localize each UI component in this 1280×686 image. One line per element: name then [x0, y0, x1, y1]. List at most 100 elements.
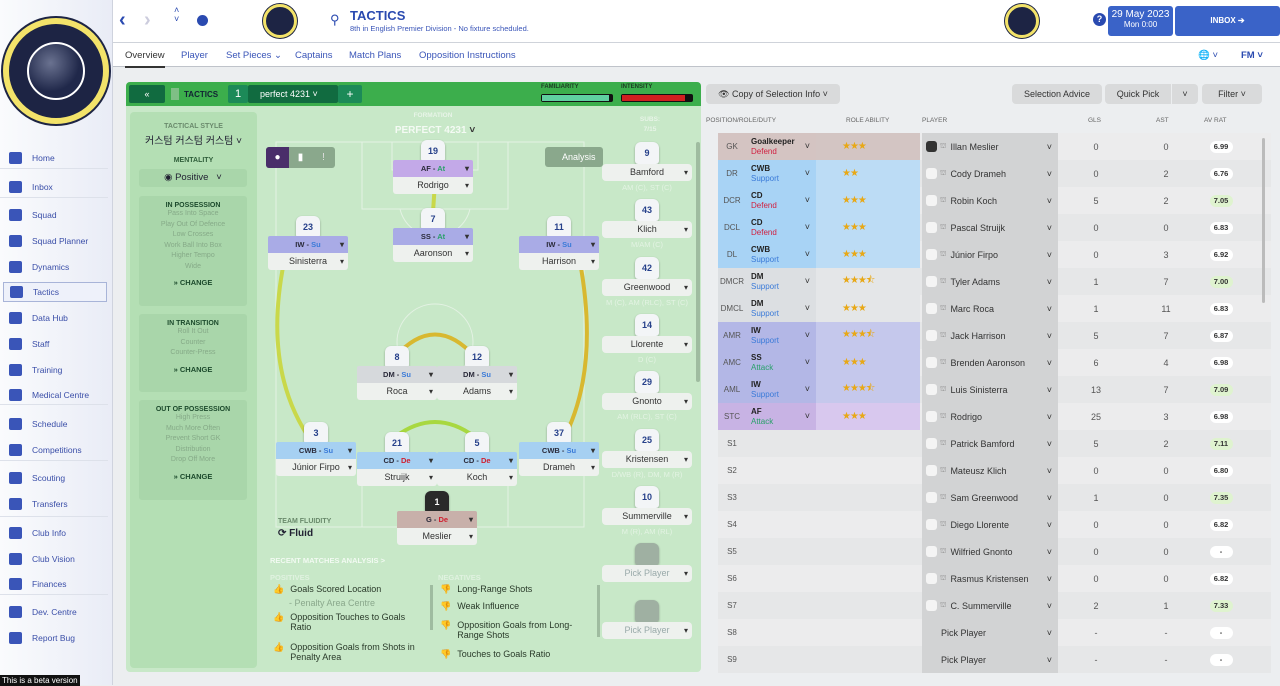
- role-duty-select[interactable]: CWB - Su: [519, 442, 599, 459]
- sidebar-item-medical-centre[interactable]: Medical Centre: [3, 385, 107, 405]
- back-icon[interactable]: ‹: [119, 9, 126, 31]
- tab-match-plans[interactable]: Match Plans: [349, 50, 402, 61]
- date-button[interactable]: 29 May 2023 Mon 0:00: [1108, 6, 1173, 36]
- recent-matches-analysis-link[interactable]: RECENT MATCHES ANALYSIS >: [270, 556, 385, 565]
- player-select[interactable]: ⛫ Tyler Adams ˅: [922, 268, 1058, 295]
- tab-opposition-instructions[interactable]: Opposition Instructions: [419, 50, 516, 61]
- player-select[interactable]: Roca: [357, 383, 437, 400]
- sidebar-item-schedule[interactable]: Schedule: [3, 414, 107, 434]
- player-select[interactable]: ⛫ Jack Harrison ˅: [922, 322, 1058, 349]
- sub-player-select[interactable]: Llorente: [602, 335, 692, 353]
- club-logo[interactable]: [3, 18, 109, 124]
- role-duty-select[interactable]: IW - Su: [519, 236, 599, 253]
- sub-slot[interactable]: Pick Player: [602, 543, 692, 593]
- player-select[interactable]: ⛫ Wilfried Gnonto ˅: [922, 538, 1058, 565]
- tab-captains[interactable]: Captains: [295, 50, 333, 61]
- filter-button[interactable]: Filter ˅: [1202, 84, 1262, 104]
- tactic-selector[interactable]: perfect 4231 ˅: [248, 85, 338, 103]
- player-select[interactable]: ⛫ Luis Sinisterra ˅: [922, 376, 1058, 403]
- add-tactic-button[interactable]: +: [338, 85, 362, 103]
- player-select[interactable]: Pick Player ˅: [922, 619, 1058, 646]
- sub-player-select[interactable]: Summerville: [602, 507, 692, 525]
- inbox-button[interactable]: INBOX ➔: [1175, 6, 1280, 36]
- player-select[interactable]: Pick Player ˅: [922, 646, 1058, 673]
- role-duty-select[interactable]: SS Attack ˅: [746, 349, 816, 376]
- alert-icon[interactable]: !: [322, 152, 325, 163]
- role-duty-select[interactable]: CD Defend ˅: [746, 187, 816, 214]
- sidebar-item-staff[interactable]: Staff: [3, 334, 107, 354]
- dropdown-icon[interactable]: [197, 15, 208, 26]
- sub-slot[interactable]: 43 Klich M/AM (C): [602, 199, 692, 249]
- player-select[interactable]: Rodrigo: [393, 177, 473, 194]
- analysis-button[interactable]: Analysis: [545, 147, 603, 167]
- sidebar-item-dev-centre[interactable]: Dev. Centre: [3, 602, 107, 622]
- role-duty-select[interactable]: AF - At: [393, 160, 473, 177]
- player-select[interactable]: Aaronson: [393, 245, 473, 262]
- quick-pick-button[interactable]: Quick Pick: [1105, 84, 1171, 104]
- role-duty-select[interactable]: CWB - Su: [276, 442, 356, 459]
- tab-set-pieces[interactable]: Set Pieces ⌄: [226, 50, 283, 61]
- sidebar-item-tactics[interactable]: Tactics: [3, 282, 107, 302]
- player-select[interactable]: ⛫ Illan Meslier ˅: [922, 133, 1058, 160]
- sidebar-item-finances[interactable]: Finances: [3, 574, 107, 594]
- player-select[interactable]: ⛫ Júnior Firpo ˅: [922, 241, 1058, 268]
- selection-advice-button[interactable]: Selection Advice: [1012, 84, 1102, 104]
- player-select[interactable]: Adams: [437, 383, 517, 400]
- sidebar-item-competitions[interactable]: Competitions: [3, 440, 107, 460]
- player-select[interactable]: ⛫ Rasmus Kristensen ˅: [922, 565, 1058, 592]
- role-duty-select[interactable]: DM - Su: [357, 366, 437, 383]
- player-select[interactable]: ⛫ Diego Llorente ˅: [922, 511, 1058, 538]
- player-select[interactable]: ⛫ Rodrigo ˅: [922, 403, 1058, 430]
- mentality-select[interactable]: ◉ Positive ˅: [139, 169, 247, 187]
- sub-slot[interactable]: Pick Player: [602, 600, 692, 650]
- player-select[interactable]: Drameh: [519, 459, 599, 476]
- player-select[interactable]: ⛫ Pascal Struijk ˅: [922, 214, 1058, 241]
- player-select[interactable]: Koch: [437, 469, 517, 486]
- sidebar-item-dynamics[interactable]: Dynamics: [3, 257, 107, 277]
- player-card[interactable]: 1G - De Meslier: [397, 491, 477, 545]
- player-card[interactable]: 5CD - De Koch: [437, 432, 517, 486]
- sub-player-select[interactable]: Bamford: [602, 164, 692, 181]
- sidebar-item-club-info[interactable]: Club Info: [3, 523, 107, 543]
- player-select[interactable]: ⛫ Marc Roca ˅: [922, 295, 1058, 322]
- player-select[interactable]: ⛫ Sam Greenwood ˅: [922, 484, 1058, 511]
- sub-slot[interactable]: 9 Bamford AM (C), ST (C): [602, 142, 692, 192]
- sidebar-item-training[interactable]: Training: [3, 360, 107, 380]
- role-duty-select[interactable]: DM Support ˅: [746, 295, 816, 322]
- role-duty-select[interactable]: CD Defend ˅: [746, 214, 816, 241]
- role-duty-select[interactable]: CWB Support ˅: [746, 160, 816, 187]
- player-select[interactable]: Sinisterra: [268, 253, 348, 270]
- role-duty-select[interactable]: AF Attack ˅: [746, 403, 816, 430]
- sidebar-item-transfers[interactable]: Transfers: [3, 494, 107, 514]
- role-duty-select[interactable]: CD - De: [357, 452, 437, 469]
- player-card[interactable]: 8DM - Su Roca: [357, 346, 437, 400]
- sidebar-item-inbox[interactable]: Inbox: [3, 177, 107, 197]
- sub-slot[interactable]: 25 Kristensen D/WB (R), DM, M (R): [602, 428, 692, 479]
- role-duty-select[interactable]: Goalkeeper Defend ˅: [746, 133, 816, 160]
- role-duty-select[interactable]: G - De: [397, 511, 477, 528]
- player-select[interactable]: Harrison: [519, 253, 599, 270]
- search-icon[interactable]: ⚲: [330, 12, 340, 27]
- sidebar-item-home[interactable]: Home: [3, 148, 107, 168]
- role-duty-select[interactable]: CD - De: [437, 452, 517, 469]
- sub-player-select[interactable]: Pick Player: [602, 622, 692, 640]
- quick-pick-dropdown[interactable]: ˅: [1172, 84, 1198, 104]
- player-select[interactable]: ⛫ C. Summerville ˅: [922, 592, 1058, 619]
- player-select[interactable]: ⛫ Mateusz Klich ˅: [922, 457, 1058, 484]
- player-card[interactable]: 7SS - At Aaronson: [393, 208, 473, 262]
- fm-menu[interactable]: FM ˅: [1241, 50, 1263, 61]
- bar-chart-icon[interactable]: ▮: [297, 152, 304, 163]
- forward-icon[interactable]: ›: [144, 9, 151, 31]
- role-duty-select[interactable]: IW - Su: [268, 236, 348, 253]
- out-of-possession-change-button[interactable]: » CHANGE: [173, 471, 213, 481]
- copy-selection-info-button[interactable]: 👁 Copy of Selection Info ˅: [706, 84, 840, 104]
- player-select[interactable]: Júnior Firpo: [276, 459, 356, 476]
- tab-overview[interactable]: Overview: [125, 50, 165, 68]
- sidebar-item-squad-planner[interactable]: Squad Planner: [3, 231, 107, 251]
- role-duty-select[interactable]: IW Support ˅: [746, 376, 816, 403]
